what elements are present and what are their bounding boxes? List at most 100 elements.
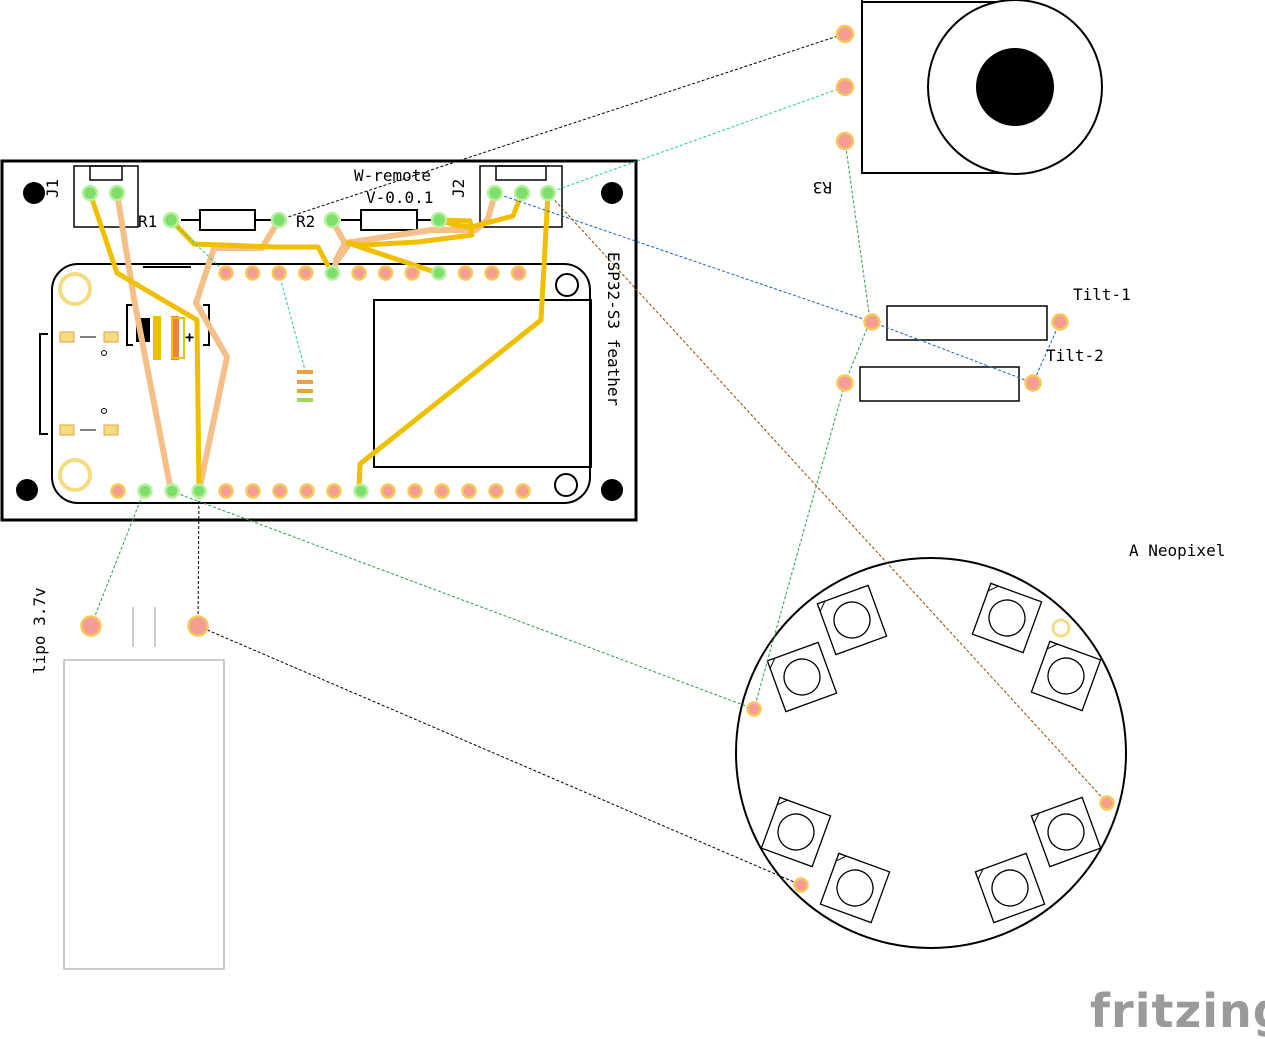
battery-pin-pos <box>187 615 209 637</box>
tilt-1-body <box>886 305 1048 341</box>
neopixel-led <box>971 582 1043 654</box>
connector-pads <box>80 24 1115 893</box>
j1-label: J1 <box>43 179 62 198</box>
mounting-hole-tl <box>23 182 45 204</box>
battery-body <box>63 659 225 970</box>
lipo-battery <box>63 607 225 970</box>
wire-j2-tilt1 <box>494 192 873 323</box>
pot-pin-3 <box>835 131 855 151</box>
feather-bottom-pin <box>191 483 207 499</box>
feather-top-pin <box>510 265 527 281</box>
svg-text:+: + <box>185 328 194 346</box>
feather-bottom-pin <box>218 483 234 499</box>
wire-j2-neopixel-din <box>547 192 1108 804</box>
feather-bottom-pin <box>110 483 126 499</box>
pot-pin-1 <box>835 24 855 44</box>
wire-tilt1b-tilt2 <box>1032 321 1061 384</box>
neopixel-led <box>816 584 888 656</box>
smd-parts <box>59 331 119 436</box>
feather-bottom-pin <box>380 483 396 499</box>
feather-bottom-pin <box>407 483 423 499</box>
neopixel-led <box>766 641 838 713</box>
r1-pad-1 <box>162 211 180 229</box>
feather-hole-bottom <box>58 458 92 492</box>
labels: W-remote V-0.0.1 J1 J2 R1 R2 ESP32-S3 fe… <box>30 166 1265 1038</box>
feather-top-pin <box>431 265 447 281</box>
battery-pin-neg <box>80 615 102 637</box>
tilt-2-body <box>859 366 1020 402</box>
neopixel-led <box>819 852 891 924</box>
wire-feather-resistor <box>278 272 306 371</box>
j2-pad-1 <box>486 184 504 202</box>
feather-bottom-pin <box>137 483 153 499</box>
neopixel-pin-vcc <box>793 877 809 893</box>
j1-pad-2 <box>108 184 126 202</box>
wire-r1-pot <box>278 33 845 221</box>
feather-bottom-pin <box>245 483 261 499</box>
wire-tilt1-tilt2 <box>871 321 1034 384</box>
wire-feather-neopixel <box>170 490 755 710</box>
feather-hole-small-bottom <box>554 473 578 497</box>
feather-bottom-pin <box>299 483 315 499</box>
wire-j2-pot <box>547 86 845 194</box>
feather-bottom-pin <box>461 483 477 499</box>
wire-feather-battery-neopixel <box>197 490 802 886</box>
feather-hole-top <box>58 272 92 306</box>
tilt-2-label: Tilt-2 <box>1046 346 1104 365</box>
mounting-hole-br <box>601 479 623 501</box>
r2-pad-2 <box>430 211 448 229</box>
neopixel-leds <box>760 582 1102 924</box>
feather-top-pin <box>244 265 261 281</box>
neopixel-label: A Neopixel <box>1129 541 1225 560</box>
neopixel-led <box>974 852 1046 924</box>
r2-footprint <box>341 209 432 231</box>
fritzing-logo: fritzing <box>1090 984 1265 1038</box>
tilt-1-pin-1 <box>863 313 881 331</box>
r1-pad-2 <box>270 211 288 229</box>
ring-pcb <box>735 557 1127 949</box>
bottom-traces <box>114 190 498 494</box>
tilt-2-pin-2 <box>1024 374 1042 392</box>
feather-top-pin <box>484 265 500 281</box>
usb-connector <box>39 333 48 435</box>
r1-footprint <box>181 209 271 231</box>
pot-knob-center <box>976 48 1054 126</box>
feather-bottom-pin <box>434 483 450 499</box>
board-title: W-remote <box>354 166 431 185</box>
tilt-2-pin-1 <box>836 374 854 392</box>
pcb-board: - + <box>0 159 638 522</box>
feather-top-pin <box>298 265 314 281</box>
small-resistor <box>297 368 313 403</box>
neopixel-ring <box>735 557 1127 949</box>
feather-top-pin <box>404 265 420 281</box>
feather-top-pin <box>218 265 234 281</box>
r2-label: R2 <box>296 212 315 231</box>
module-label: ESP32-S3 feather <box>604 252 623 406</box>
neopixel-led <box>1030 640 1102 712</box>
feather-top-pin <box>457 265 474 281</box>
j1-pad-1 <box>81 184 99 202</box>
neopixel-led <box>1030 796 1102 868</box>
j2-pad-3 <box>539 184 557 202</box>
tilt-1-label: Tilt-1 <box>1073 285 1131 304</box>
feather-top-pin <box>351 265 367 281</box>
feather-top-pin <box>324 265 341 281</box>
feather-bottom-pin <box>164 483 180 499</box>
pot-label: R3 <box>813 178 832 197</box>
mounting-hole-bl <box>16 479 38 501</box>
feather-top-pin <box>377 265 394 281</box>
feather-top-pin <box>271 265 287 281</box>
battery-label: lipo 3.7v <box>30 587 49 674</box>
wire-feather-battery <box>90 490 145 627</box>
feather-bottom-pin <box>515 483 531 499</box>
top-traces <box>87 190 551 494</box>
feather-hole-small-top <box>555 273 579 297</box>
r2-pad-1 <box>323 211 341 229</box>
pot-pin-2 <box>835 77 855 97</box>
tilt-1-pin-2 <box>1051 313 1069 331</box>
feather-bottom-pin <box>353 483 369 499</box>
feather-bottom-pin <box>488 483 504 499</box>
mounting-hole-tr <box>601 182 623 204</box>
potentiometer-r3 <box>861 0 1103 175</box>
